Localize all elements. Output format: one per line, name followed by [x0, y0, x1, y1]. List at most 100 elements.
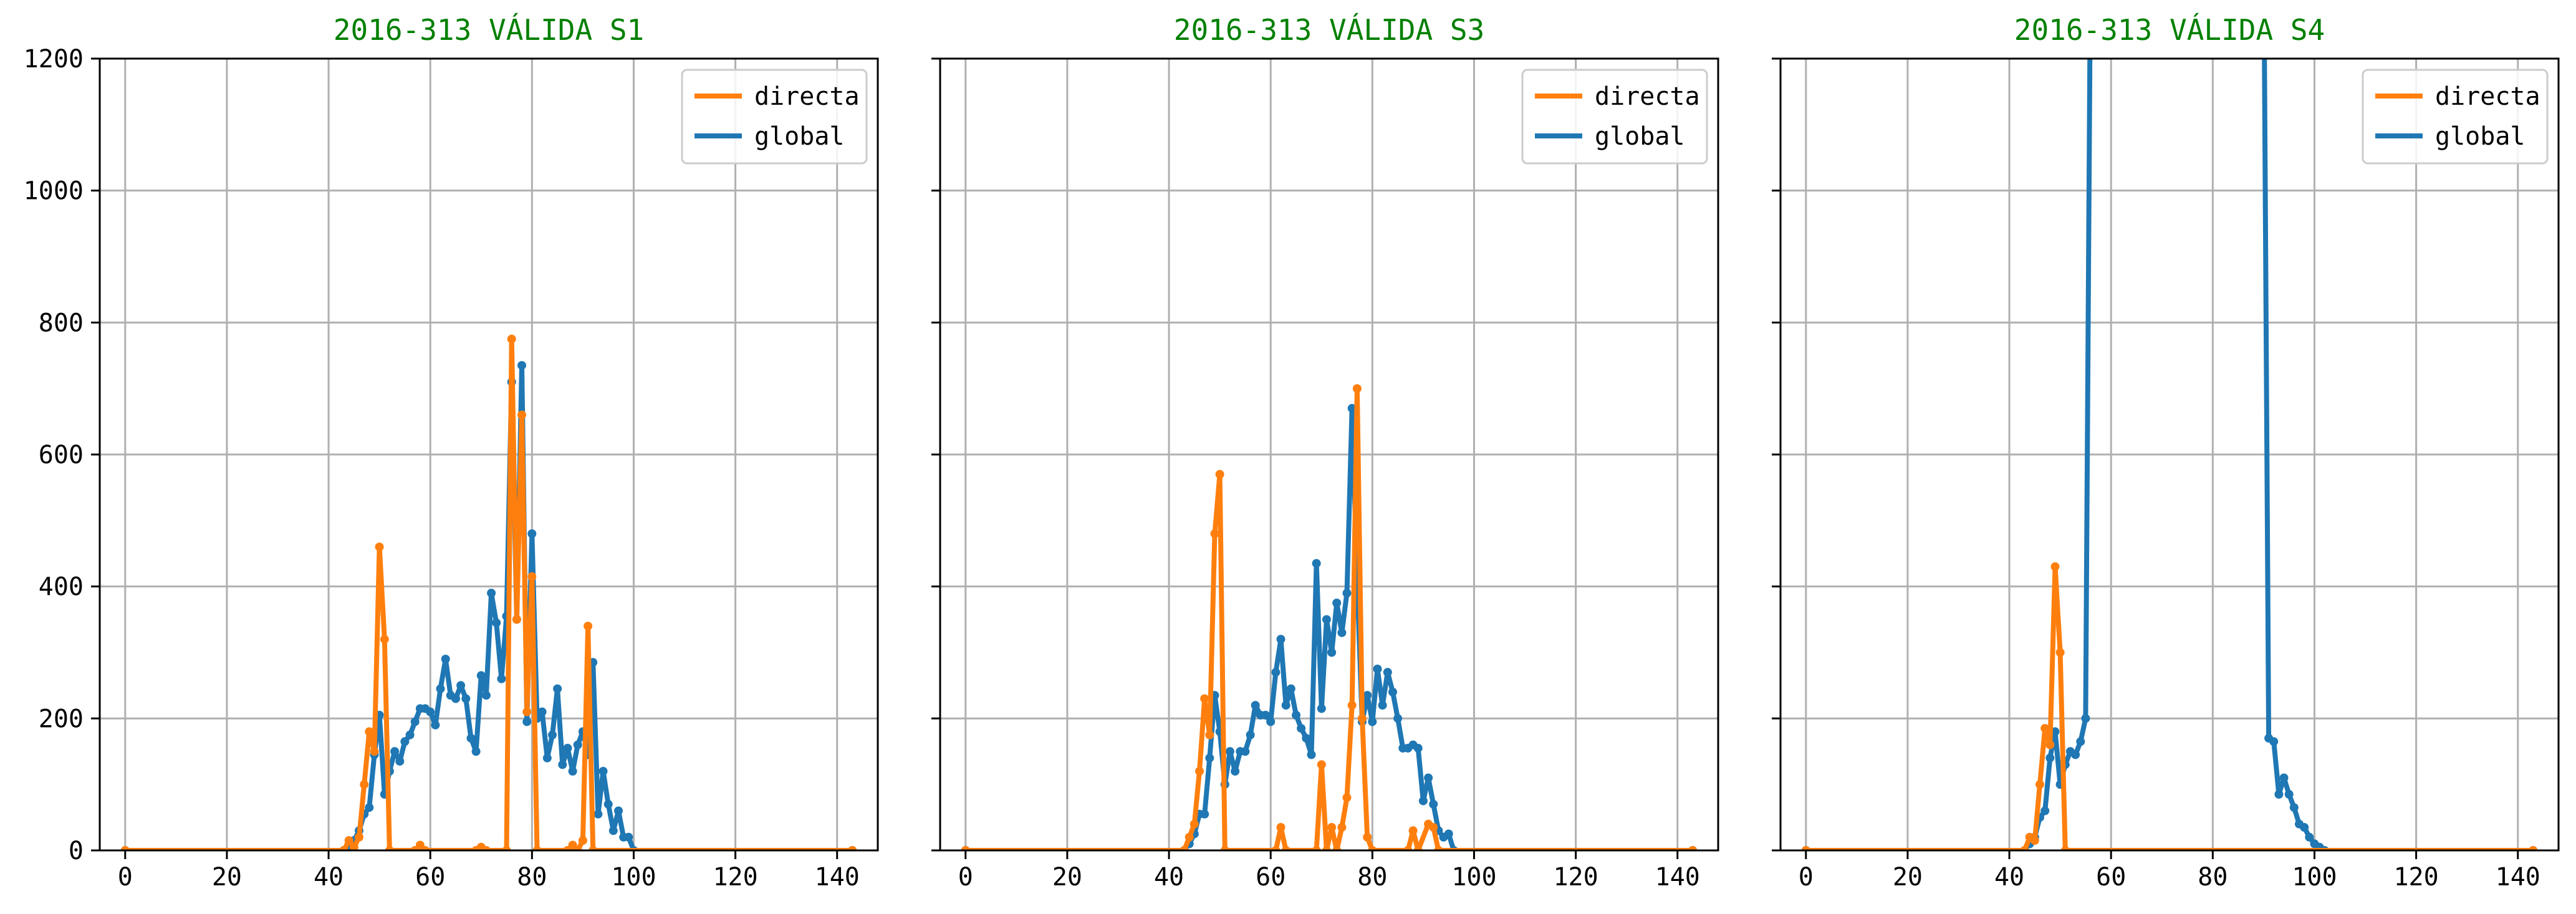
data-point-global	[2305, 832, 2314, 842]
data-point-directa	[961, 846, 970, 850]
data-point-directa	[1429, 823, 1438, 832]
legend-label-directa: directa	[2435, 82, 2540, 111]
data-point-global	[365, 803, 374, 812]
data-point-directa	[380, 635, 389, 644]
legend-label-directa: directa	[754, 82, 860, 111]
data-point-directa	[1281, 846, 1290, 850]
data-point-directa	[385, 846, 394, 850]
data-point-global	[487, 589, 496, 598]
y-tick-label: 1000	[24, 177, 84, 206]
series-line-global	[965, 405, 1693, 850]
data-point-global	[2045, 753, 2055, 762]
data-point-global	[471, 747, 481, 756]
data-point-directa	[360, 780, 369, 789]
data-point-directa	[1185, 832, 1194, 842]
data-point-directa	[481, 846, 491, 850]
plot-area	[1801, 59, 2538, 850]
data-point-global	[1297, 724, 1306, 733]
data-point-global	[1413, 744, 1423, 753]
legend-label-global: global	[2435, 122, 2526, 151]
x-tick-label: 40	[314, 863, 344, 892]
data-point-global	[431, 720, 440, 729]
data-point-global	[451, 694, 460, 703]
data-point-global	[2269, 737, 2279, 746]
data-point-global	[2076, 737, 2085, 746]
data-point-global	[614, 806, 623, 815]
data-point-directa	[507, 334, 516, 344]
data-point-directa	[421, 846, 430, 850]
data-point-directa	[2035, 780, 2044, 789]
chart-title: 2016-313 VÁLIDA S1	[334, 13, 645, 47]
data-point-directa	[1312, 846, 1321, 850]
data-point-global	[2071, 750, 2080, 759]
x-tick-label: 0	[1799, 863, 1814, 892]
x-tick-label: 0	[958, 863, 973, 892]
data-point-directa	[2050, 562, 2060, 571]
data-point-global	[598, 767, 608, 776]
subplot-s4: 2016-313 VÁLIDA S4 0 20 40 60 80 100 120 140 dir…	[1772, 13, 2560, 892]
data-point-global	[527, 529, 537, 538]
data-point-global	[2081, 714, 2090, 723]
data-point-directa	[1332, 846, 1342, 850]
data-point-directa	[339, 846, 348, 850]
data-point-global	[1292, 711, 1300, 719]
data-point-directa	[1200, 694, 1209, 703]
data-point-global	[2279, 773, 2289, 782]
data-point-global	[1241, 747, 1250, 756]
data-point-global	[441, 655, 450, 664]
data-point-directa	[584, 622, 593, 631]
data-point-directa	[527, 572, 537, 581]
data-point-global	[1281, 701, 1290, 710]
x-tick-label: 40	[1154, 863, 1184, 892]
data-point-directa	[370, 747, 379, 756]
data-point-directa	[1337, 823, 1347, 832]
data-point-global	[461, 694, 471, 703]
data-point-global	[1347, 403, 1357, 413]
data-point-global	[1418, 796, 1428, 806]
data-point-global	[2289, 803, 2299, 812]
data-point-directa	[1434, 846, 1443, 850]
data-point-global	[456, 681, 466, 690]
data-point-global	[426, 707, 435, 716]
data-point-directa	[1195, 767, 1204, 776]
data-point-global	[573, 740, 582, 749]
data-point-directa	[1205, 730, 1214, 739]
data-point-global	[497, 674, 506, 683]
data-point-global	[624, 832, 633, 842]
data-point-global	[2300, 823, 2309, 832]
data-point-directa	[1801, 846, 1810, 850]
data-point-global	[1337, 628, 1347, 637]
data-point-global	[1307, 750, 1316, 759]
data-point-global	[2274, 790, 2284, 799]
plot-area	[120, 334, 857, 850]
data-point-directa	[517, 410, 526, 420]
data-point-global	[553, 684, 562, 693]
data-point-directa	[573, 846, 582, 850]
plot-area	[961, 384, 1698, 850]
y-tick-label: 600	[39, 441, 84, 469]
data-point-global	[558, 760, 567, 769]
data-point-global	[1388, 688, 1397, 696]
x-tick-label: 100	[611, 863, 656, 892]
series-line-global	[125, 363, 853, 850]
data-point-directa	[1413, 846, 1423, 850]
data-point-global	[410, 717, 420, 726]
axes-frame	[1779, 57, 2560, 852]
data-point-global	[517, 361, 526, 370]
data-point-directa	[344, 836, 353, 845]
y-tick-label: 0	[69, 837, 84, 865]
data-point-global	[1322, 615, 1331, 624]
data-point-directa	[522, 707, 532, 716]
y-tick-label: 200	[39, 705, 84, 733]
data-point-directa	[349, 842, 358, 850]
data-point-global	[1444, 829, 1453, 839]
data-point-global	[1266, 717, 1276, 726]
data-point-global	[1429, 799, 1438, 809]
x-tick-label: 140	[1655, 863, 1700, 892]
y-tick-label: 400	[39, 573, 84, 602]
data-point-global	[1363, 691, 1372, 700]
data-point-global	[608, 826, 618, 835]
data-point-directa	[848, 846, 857, 850]
data-point-global	[1368, 717, 1377, 726]
